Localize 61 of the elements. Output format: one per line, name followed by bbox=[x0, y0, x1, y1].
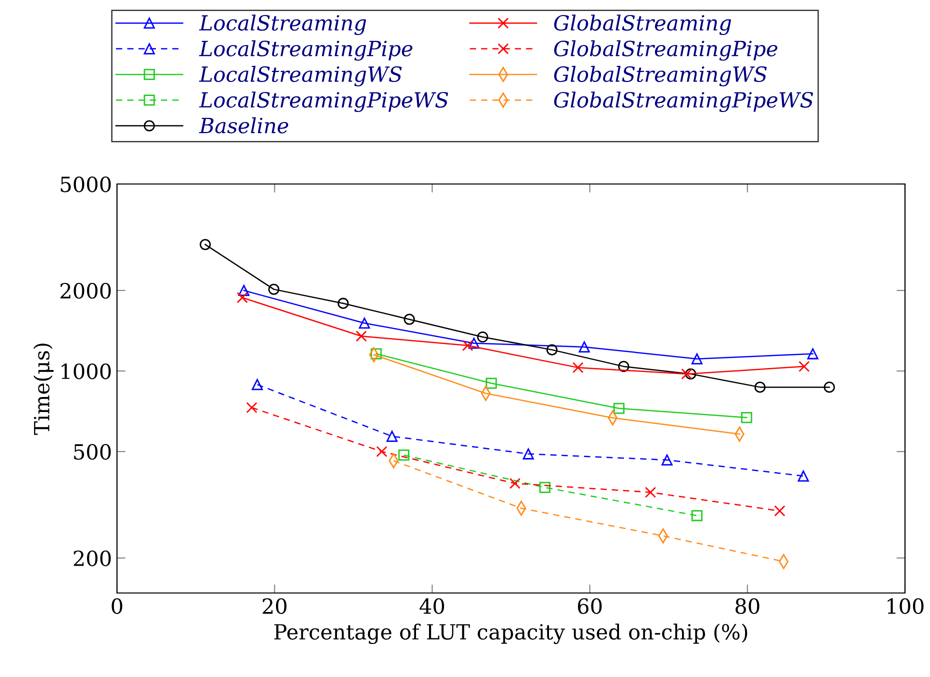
point bbox=[522, 448, 534, 460]
point bbox=[509, 478, 520, 489]
point bbox=[644, 486, 656, 498]
point bbox=[798, 470, 809, 482]
point bbox=[356, 330, 367, 342]
point bbox=[236, 292, 248, 304]
point bbox=[618, 360, 630, 372]
point bbox=[376, 446, 388, 458]
point bbox=[370, 348, 382, 360]
point bbox=[578, 341, 590, 353]
point bbox=[774, 505, 786, 516]
point bbox=[268, 284, 280, 295]
point bbox=[691, 353, 703, 364]
y-tick-label: 5000 bbox=[60, 176, 111, 192]
legend-label: LocalStreamingWS bbox=[199, 66, 402, 86]
point bbox=[685, 368, 696, 380]
x-tick-label: 0 bbox=[112, 598, 122, 614]
point bbox=[807, 348, 818, 360]
point bbox=[681, 368, 692, 380]
legend-label: Baseline bbox=[199, 117, 288, 134]
legend-label: GlobalStreamingPipe bbox=[554, 40, 778, 61]
point bbox=[546, 344, 558, 356]
y-tick-label: 2000 bbox=[60, 282, 111, 299]
point bbox=[398, 450, 410, 461]
point bbox=[462, 340, 474, 352]
point bbox=[338, 298, 349, 309]
point bbox=[404, 314, 415, 325]
point bbox=[477, 331, 488, 343]
point bbox=[572, 362, 584, 374]
point bbox=[246, 402, 258, 414]
legend-label: GlobalStreamingWS bbox=[554, 66, 767, 86]
y-tick-label: 200 bbox=[74, 550, 111, 566]
x-tick-label: 20 bbox=[262, 598, 286, 614]
point bbox=[539, 482, 550, 494]
y-axis-title: Time(μs) bbox=[33, 344, 54, 435]
point bbox=[613, 402, 625, 414]
x-tick-label: 80 bbox=[736, 598, 760, 614]
point bbox=[661, 454, 673, 466]
legend-label: LocalStreaming bbox=[199, 14, 366, 36]
y-tick-label: 500 bbox=[74, 444, 111, 460]
y-tick-label: 1000 bbox=[62, 363, 111, 380]
point bbox=[468, 338, 480, 349]
x-tick-label: 100 bbox=[888, 598, 924, 614]
point bbox=[824, 382, 835, 393]
legend-label: GlobalStreaming bbox=[554, 14, 732, 36]
point bbox=[754, 382, 766, 393]
point bbox=[691, 510, 703, 522]
x-axis-title: Percentage of LUT capacity used on-chip (%) bbox=[274, 624, 748, 644]
x-tick-label: 40 bbox=[420, 598, 444, 614]
x-tick-label: 60 bbox=[578, 598, 602, 614]
point bbox=[200, 238, 211, 250]
legend-label: LocalStreamingPipe bbox=[199, 40, 412, 61]
point bbox=[358, 318, 370, 329]
point bbox=[798, 360, 810, 372]
point bbox=[741, 412, 752, 424]
legend-label: GlobalStreamingPipeWS bbox=[554, 92, 814, 112]
point bbox=[252, 378, 263, 390]
point bbox=[486, 378, 497, 389]
legend-label: LocalStreamingPipeWS bbox=[199, 92, 448, 112]
point bbox=[386, 430, 398, 442]
point bbox=[238, 284, 250, 296]
